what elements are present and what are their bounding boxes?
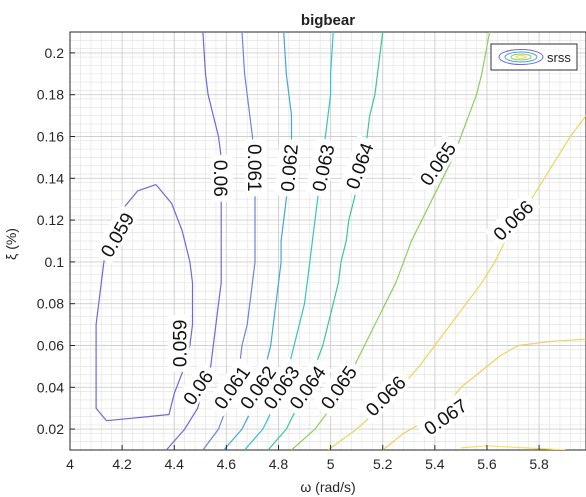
contour-line-0.067 [382,338,586,450]
contour-label-background [211,154,234,202]
contour-label-background [245,139,267,197]
contour-label-group: 0.06 [209,154,234,202]
contour-label-group: 0.059 [167,314,192,372]
contour-label-background [231,357,283,417]
contour-label-group: 0.066 [356,367,413,423]
legend: srss [490,43,578,71]
y-axis-label: ξ (%) [3,228,19,260]
contour-label-background [305,137,339,198]
x-tick-label: 5.2 [373,456,393,472]
contour-label: 0.06 [209,160,230,197]
contour-label-background [312,357,363,417]
contour-label-background [411,133,463,193]
x-tick-label: 5.6 [477,456,497,472]
y-tick-label: 0.14 [37,170,64,186]
contour-label-background [174,361,220,413]
contour-label-background [167,314,190,372]
y-tick-label: 0.06 [37,338,64,354]
x-tick-label: 4.8 [269,456,289,472]
y-axis-ticks: 0.02 0.04 0.06 0.08 0.1 0.12 0.14 0.16 0.18 0.2 [37,45,75,437]
contour-label-group: 0.063 [305,137,339,198]
y-tick-label: 0.04 [37,379,64,395]
x-tick-label: 5.8 [529,456,549,472]
contour-label-background [338,134,379,197]
x-tick-label: 4.6 [217,456,237,472]
contour-label: 0.063 [309,143,339,194]
y-tick-label: 0.02 [37,421,64,437]
x-tick-label: 4.2 [112,456,132,472]
contour-label-background [274,138,302,198]
x-tick-label: 4.4 [165,456,185,472]
y-tick-label: 0.08 [37,296,64,312]
contour-label-background [92,204,140,265]
contour-label-group: 0.061 [243,139,267,197]
contour-line-0.068 [460,445,566,450]
y-tick-label: 0.12 [37,212,64,228]
contour-label-background [205,357,257,417]
contour-label-group: 0.059 [92,204,140,265]
x-tick-label: 5 [327,456,335,472]
contour-label: 0.059 [171,320,192,368]
contour-label-background [281,357,332,417]
contour-labels: 0.0590.0590.060.060.0610.0610.0620.0620.… [92,133,541,442]
y-tick-label: 0.18 [37,87,64,103]
x-axis-ticks: 4 4.2 4.4 4.6 4.8 5 5.2 5.4 5.6 5.8 [66,445,549,472]
chart-title: bigbear [301,12,355,29]
y-tick-label: 0.2 [45,45,65,61]
contour-label: 0.061 [243,144,264,192]
contour-label-background [415,390,475,442]
contour-label-group: 0.062 [274,138,303,198]
legend-contour-icon [498,49,544,65]
contour-label-background [356,367,413,423]
contour-label-background [254,357,306,417]
x-axis-label: ω (rad/s) [300,479,355,495]
contour-line-0.059 [95,184,194,422]
contour-label-background [484,191,541,248]
contour-label: 0.062 [278,143,303,192]
x-tick-label: 4 [66,456,74,472]
x-tick-label: 5.4 [425,456,445,472]
major-grid [69,32,586,450]
legend-entry-label: srss [547,50,571,65]
y-tick-label: 0.1 [45,254,65,270]
y-tick-label: 0.16 [37,129,64,145]
